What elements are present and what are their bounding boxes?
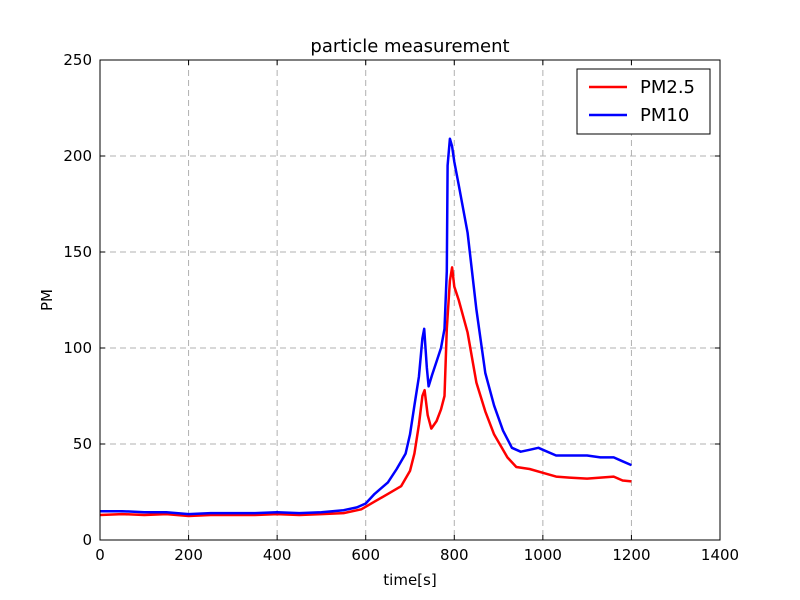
axis-ticks: 0 200 400 600 800 1000 1200 1400 0 50 100 150 200 250 [63,51,739,564]
x-tick-label: 800 [440,546,469,564]
x-tick-label: 0 [95,546,105,564]
y-tick-label: 150 [63,243,92,261]
x-tick-label: 1400 [701,546,739,564]
x-tick-label: 200 [174,546,203,564]
legend-box [576,68,711,135]
x-tick-label: 1200 [612,546,650,564]
series-group [99,137,632,518]
series-line-pm10 [100,137,632,516]
x-tick-label: 400 [263,546,292,564]
series-line-pm25 [99,266,632,518]
legend: PM2.5 PM10 [576,68,711,135]
x-tick-label: 600 [351,546,380,564]
y-tick-label: 200 [63,147,92,165]
x-axis-title: time[s] [383,571,436,589]
chart-title: particle measurement [310,36,509,57]
y-axis-title: PM [38,289,56,311]
plot-frame [99,59,721,541]
y-tick-label: 250 [63,51,92,69]
legend-label: PM10 [640,105,689,126]
y-tick-label: 50 [73,435,92,453]
y-tick-label: 0 [82,531,92,549]
legend-label: PM2.5 [640,77,695,98]
x-tick-label: 1000 [524,546,562,564]
y-tick-label: 100 [63,339,92,357]
